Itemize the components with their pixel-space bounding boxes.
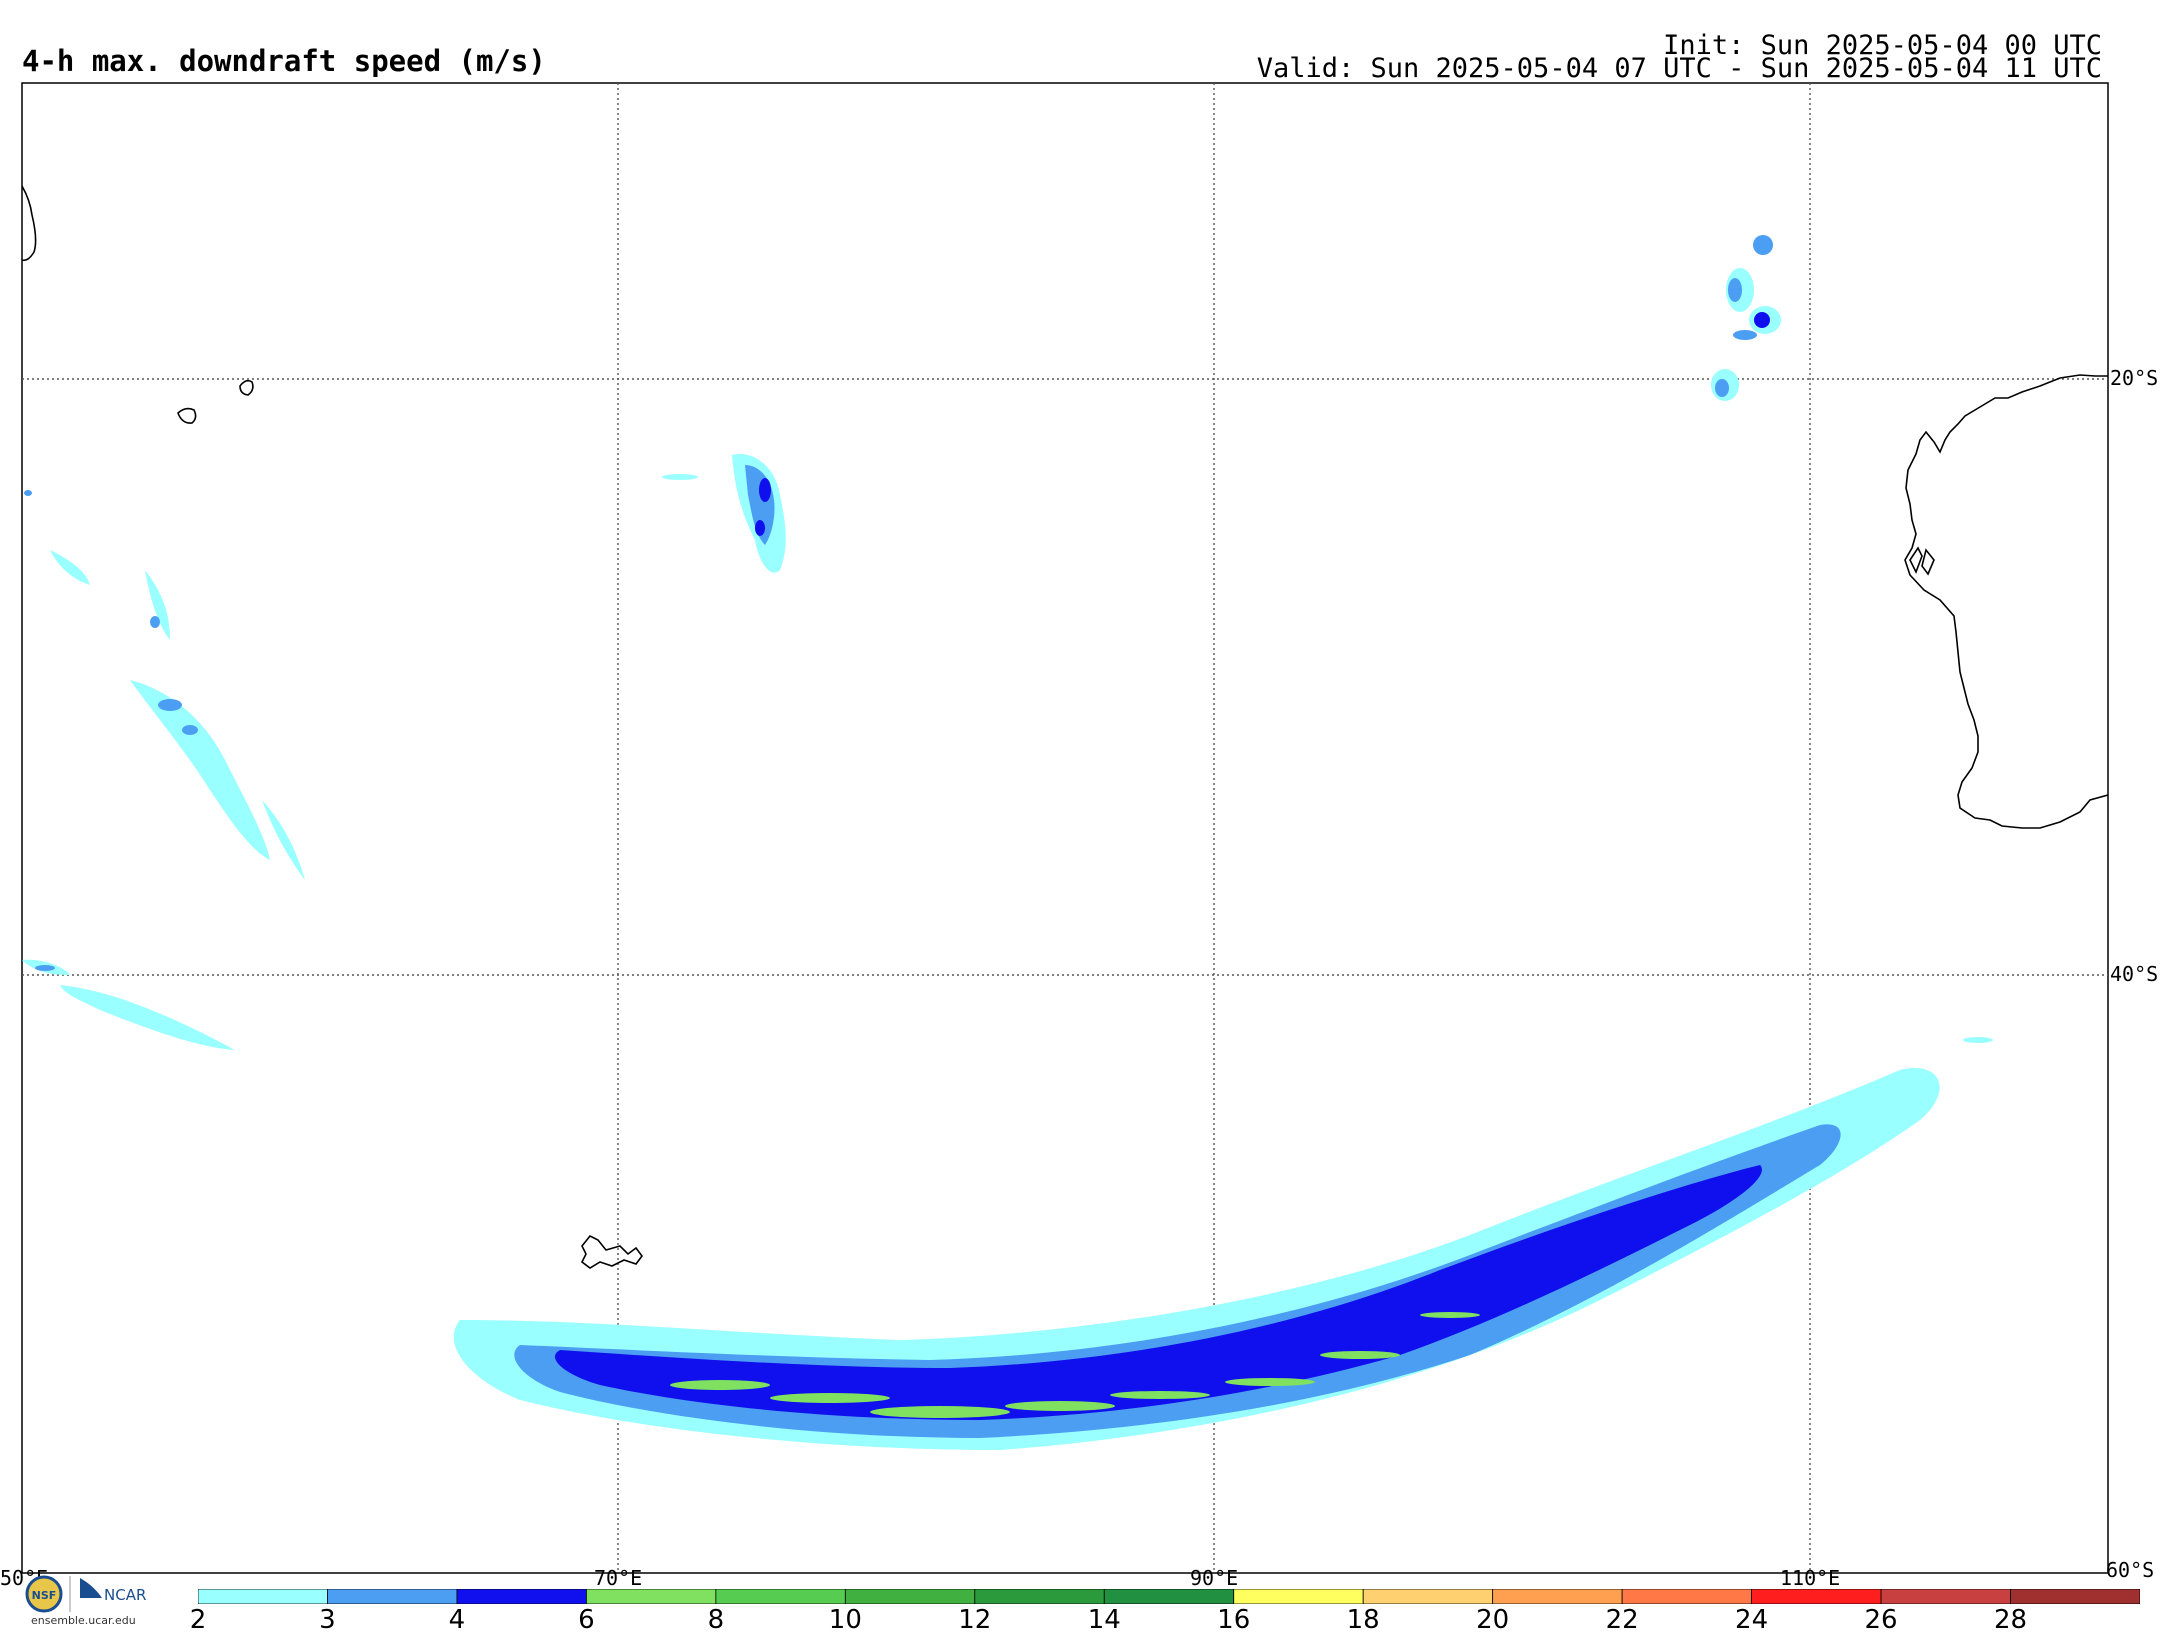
streak [670, 1380, 770, 1390]
colorbar-label: 12 [958, 1605, 992, 1635]
colorbar [198, 1589, 2140, 1604]
cell [158, 699, 182, 711]
kerguelen-coast [580, 1234, 643, 1269]
west-streaks-core [24, 490, 198, 971]
cell [35, 965, 55, 971]
madagascar-coast [21, 185, 37, 262]
australia-coast [1904, 374, 2109, 829]
init-time: Init: Sun 2025-05-04 00 UTC [1663, 30, 2102, 61]
streak [1110, 1391, 1210, 1399]
lat-label-60s: 60°S [2106, 1558, 2155, 1582]
colorbar-swatch [327, 1589, 458, 1604]
map-frame [21, 82, 2109, 1574]
streak [1963, 1037, 1993, 1043]
cell [1753, 235, 1773, 255]
colorbar-swatch [1880, 1589, 2011, 1604]
colorbar-label: 28 [1993, 1605, 2028, 1635]
cell [759, 478, 771, 502]
lon-label-70e: 70°E [594, 1566, 643, 1590]
colorbar-label: 14 [1087, 1605, 1121, 1635]
streak [130, 680, 270, 860]
cell [1728, 278, 1742, 302]
band-level-4 [554, 1165, 1762, 1420]
colorbar-label: 20 [1476, 1605, 1510, 1635]
streak [60, 985, 235, 1050]
lat-label-40s: 40°S [2110, 962, 2159, 986]
colorbar-swatch [1621, 1589, 1752, 1604]
streak [1320, 1351, 1400, 1359]
lat-label-20s: 20°S [2110, 366, 2159, 390]
colorbar-label: 26 [1864, 1605, 1898, 1635]
nsf-ncar-logo: NSF NCAR [25, 1575, 146, 1613]
band-level-3 [514, 1124, 1841, 1438]
colorbar-label: 10 [828, 1605, 862, 1635]
colorbar-label: 2 [189, 1605, 207, 1635]
colorbar-label: 16 [1217, 1605, 1251, 1635]
west-streaks [22, 550, 1993, 1050]
colorbar-swatch [456, 1589, 587, 1604]
cell [182, 725, 198, 735]
colorbar-swatch [585, 1589, 717, 1604]
logo-url: ensemble.ucar.edu [31, 1614, 136, 1627]
colorbar-label: 3 [319, 1605, 336, 1635]
coastlines [21, 185, 2109, 1269]
band-level-6-streaks [670, 1312, 1480, 1418]
streak [145, 570, 170, 640]
cell [662, 474, 698, 480]
colorbar-label: 18 [1346, 1605, 1380, 1635]
ne-cells [1711, 235, 1781, 401]
cell [24, 490, 32, 496]
central-cell [662, 454, 786, 573]
mauritius-coast [239, 379, 254, 396]
lon-label-90e: 90°E [1190, 1566, 1239, 1590]
map-title: 4-h max. downdraft speed (m/s) [22, 44, 546, 78]
cell [150, 616, 160, 628]
band-level-2 [453, 1068, 1940, 1450]
streak [262, 800, 305, 880]
shark-bay-coast [1909, 546, 1935, 576]
colorbar-label: 24 [1735, 1605, 1769, 1635]
cell [1715, 379, 1729, 397]
svg-text:NSF: NSF [32, 1589, 57, 1602]
ncar-wave-icon [80, 1578, 102, 1598]
colorbar-swatch [844, 1589, 976, 1604]
colorbar-label: 6 [578, 1605, 595, 1635]
colorbar-label: 8 [707, 1605, 725, 1635]
streak [1225, 1378, 1315, 1386]
streak [870, 1406, 1010, 1418]
colorbar-swatch [1751, 1589, 1882, 1604]
nsf-seal-icon [25, 1575, 63, 1613]
colorbar-swatch [1492, 1589, 1623, 1604]
streak [770, 1393, 890, 1403]
streak [50, 550, 90, 585]
cell [755, 520, 765, 536]
colorbar-label: 4 [448, 1605, 466, 1635]
streak [1420, 1312, 1480, 1318]
lon-label-110e: 110°E [1780, 1566, 1841, 1590]
colorbar-swatch [1362, 1589, 1494, 1604]
streak [1005, 1401, 1115, 1411]
valid-time: Valid: Sun 2025-05-04 07 UTC - Sun 2025-… [1256, 53, 2102, 84]
downdraft-field [22, 235, 1993, 1450]
cell [1754, 312, 1770, 328]
colorbar-swatch [1233, 1589, 1364, 1604]
colorbar-swatch [974, 1589, 1105, 1604]
colorbar-swatch [198, 1589, 328, 1604]
reunion-coast [177, 407, 197, 424]
cell [1733, 330, 1757, 340]
colorbar-swatch [715, 1589, 846, 1604]
svg-text:NCAR: NCAR [104, 1586, 146, 1604]
colorbar-swatch [2010, 1589, 2140, 1604]
colorbar-swatch [1103, 1589, 1235, 1604]
colorbar-label: 22 [1605, 1605, 1639, 1635]
